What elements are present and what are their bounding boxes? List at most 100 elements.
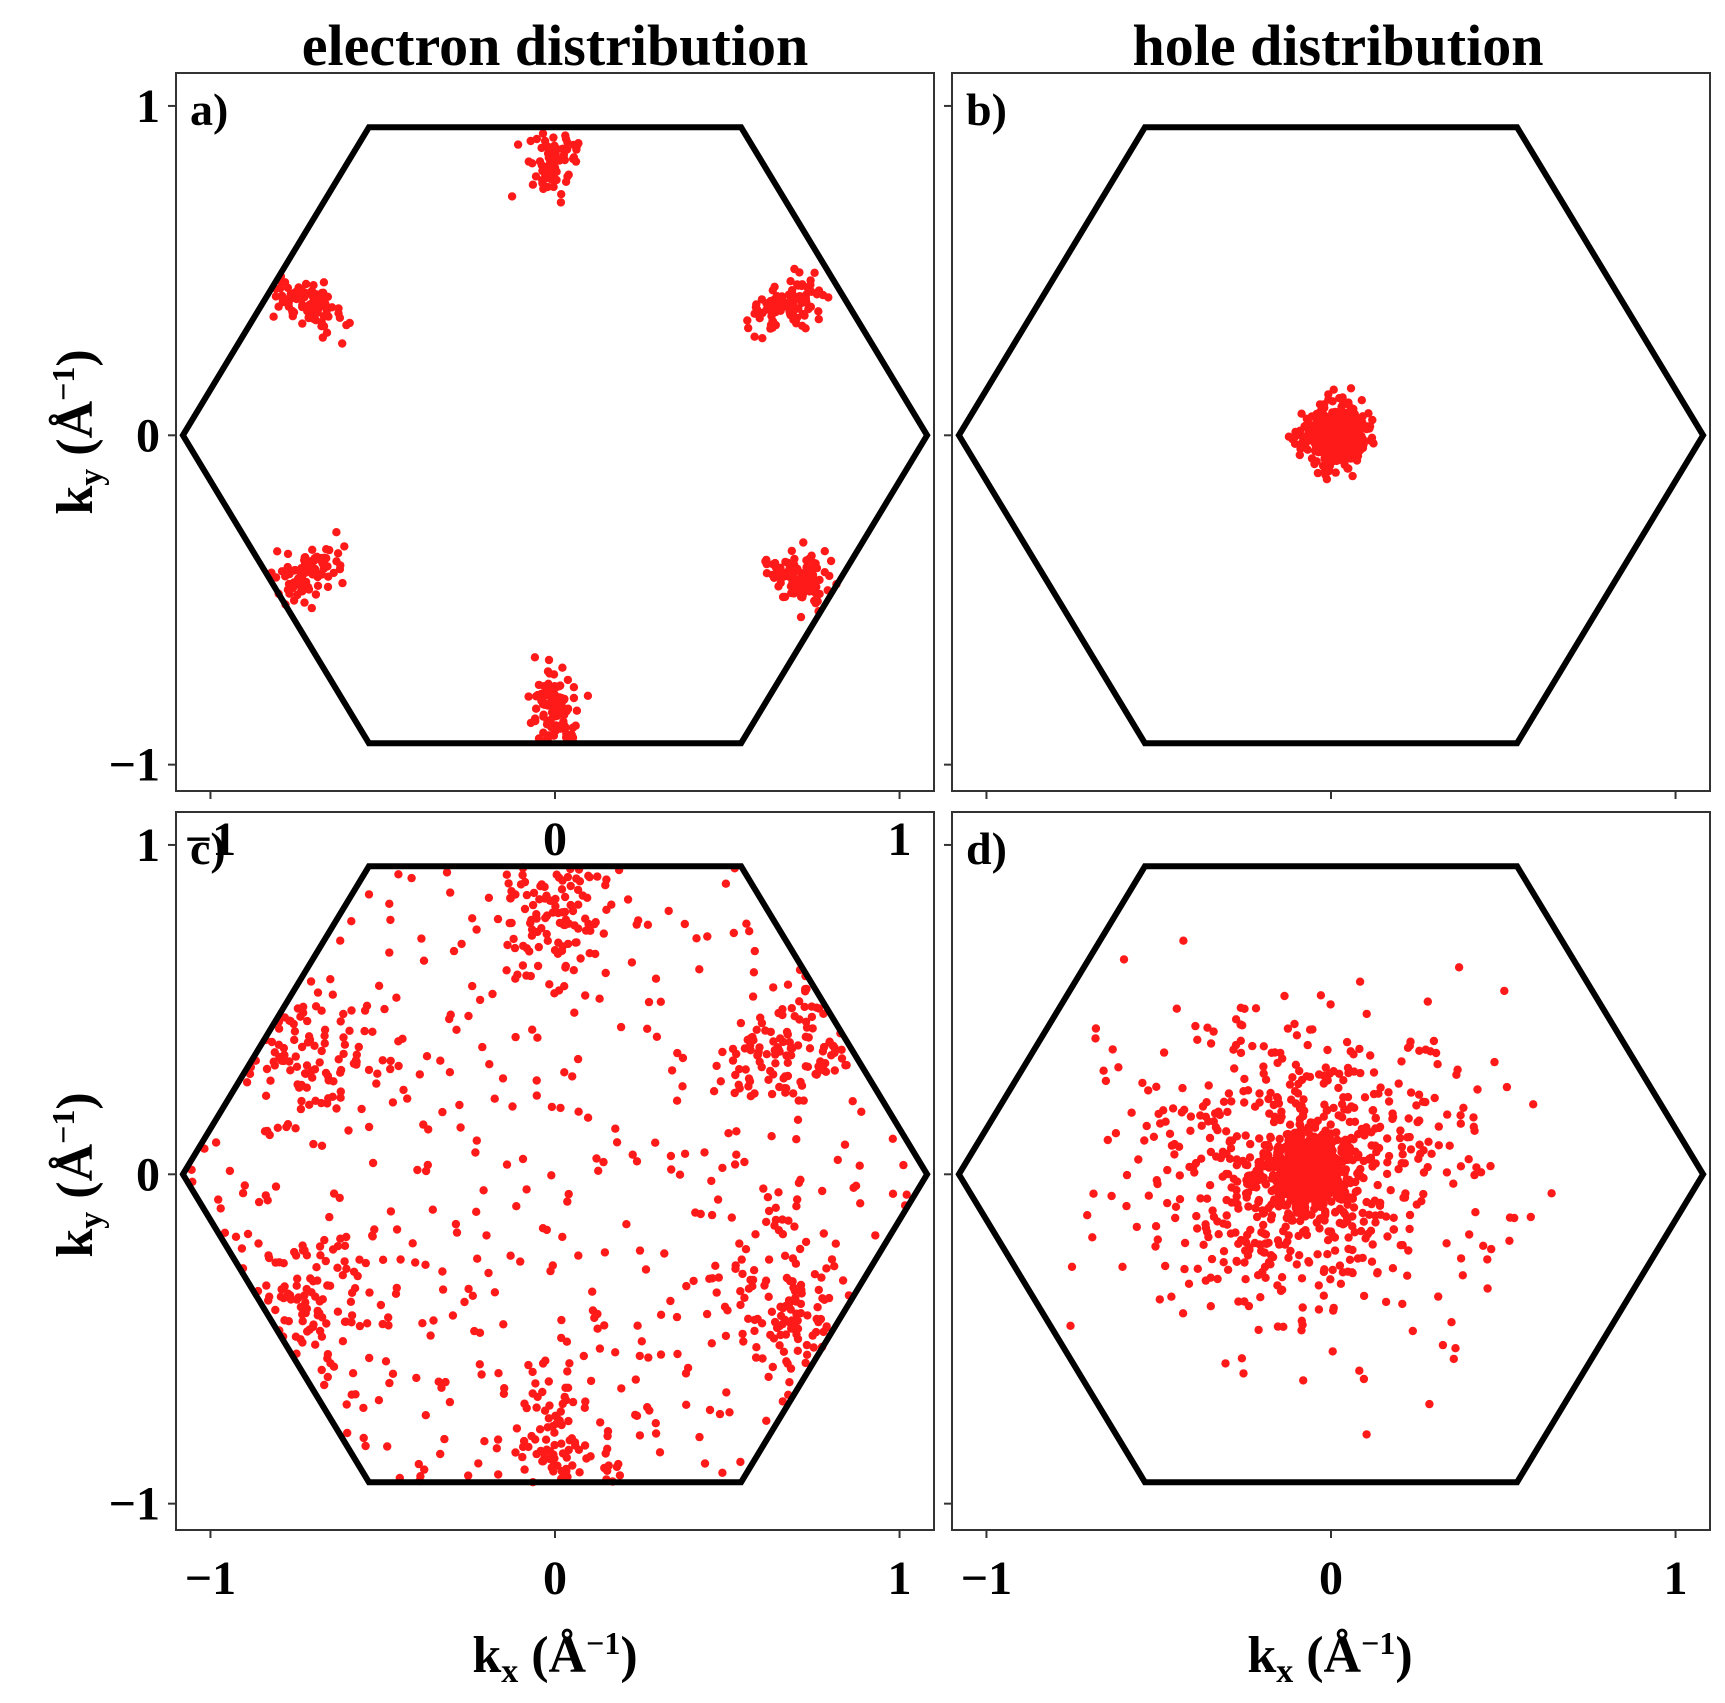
scatter-point [774,1188,783,1197]
scatter-point [280,1282,289,1291]
scatter-point [787,588,796,598]
scatter-point [274,1040,284,1050]
scatter-point [300,598,309,607]
scatter-point [534,680,544,690]
scatter-point [320,1025,330,1035]
scatter-point [1236,1048,1246,1058]
scatter-point [1142,1121,1151,1131]
scatter-point [633,1321,642,1330]
scatter-point [317,322,326,331]
scatter-point [548,1261,557,1270]
scatter-point [522,1403,531,1413]
scatter-point [1298,1227,1308,1237]
scatter-point [723,1306,732,1315]
scatter-point [856,1199,865,1208]
scatter-point [1398,1299,1407,1309]
scatter-point [308,291,317,301]
scatter-point [1386,1186,1395,1195]
scatter-point [1483,1284,1492,1293]
scatter-point [787,1316,797,1325]
panel-label: a) [190,84,228,135]
scatter-point [1299,1376,1308,1385]
scatter-point [1319,434,1329,443]
x-tick-label: −1 [961,1552,1012,1605]
scatter-point [1307,1210,1316,1220]
scatter-point [301,279,311,289]
scatter-point [1355,1366,1364,1375]
scatter-point [413,1165,422,1175]
scatter-point [388,1369,398,1379]
scatter-point [749,1266,759,1275]
scatter-point [550,1440,559,1450]
scatter-point [1295,1066,1304,1076]
scatter-point [1505,1236,1514,1246]
scatter-point [372,1079,381,1088]
scatter-point [534,942,543,952]
scatter-point [764,1206,774,1216]
scatter-point [323,1099,332,1108]
scatter-point [746,1092,755,1101]
scatter-point [1083,1211,1092,1220]
scatter-point [707,1176,716,1186]
scatter-point [1179,936,1188,945]
scatter-point [718,1468,727,1478]
scatter-point [1338,1113,1347,1122]
scatter-point [714,1273,723,1282]
scatter-point [360,1026,369,1036]
scatter-point [1240,1074,1249,1084]
scatter-point [1338,393,1347,402]
scatter-point [574,1251,583,1260]
scatter-point [317,1332,327,1341]
scatter-point [1405,1041,1415,1051]
scatter-point [838,1276,848,1285]
scatter-point [1323,428,1333,437]
scatter-point [1289,1152,1299,1161]
y-tick-label: 1 [136,819,160,872]
scatter-point [1356,1172,1366,1181]
scatter-point [1347,1268,1357,1277]
scatter-point [770,1317,780,1327]
scatter-point [1256,1159,1266,1168]
scatter-point [1343,1092,1353,1102]
scatter-point [1232,1155,1242,1164]
scatter-point [474,1459,483,1468]
scatter-point [802,556,811,565]
scatter-point [1159,1106,1168,1115]
scatter-point [527,1431,536,1441]
scatter-point [1397,1057,1406,1066]
scatter-point [479,1186,488,1195]
scatter-point [1215,1110,1225,1120]
scatter-point [1304,1161,1313,1170]
scatter-point [493,914,503,924]
scatter-point [1326,434,1336,444]
scatter-point [338,339,347,348]
scatter-point [790,1222,799,1231]
scatter-point [732,1150,741,1159]
scatter-point [344,1126,353,1135]
scatter-point [571,721,580,730]
scatter-point [741,1245,751,1254]
scatter-point [529,927,538,936]
scatter-point [683,1363,693,1373]
scatter-point [570,1008,579,1017]
scatter-point [817,1273,826,1282]
scatter-point [288,306,297,316]
scatter-point [1321,1063,1331,1072]
scatter-point [342,1400,351,1409]
scatter-point [1151,1222,1161,1231]
scatter-point [1159,1048,1169,1057]
scatter-point [385,1378,394,1388]
scatter-point [563,1367,572,1376]
scatter-point [792,313,802,323]
scatter-point [340,1257,349,1266]
scatter-point [1415,1046,1424,1056]
scatter-point [1344,1233,1353,1242]
scatter-point [1299,1095,1308,1104]
scatter-point [664,906,673,916]
scatter-point [291,1124,300,1133]
scatter-point [1337,402,1346,412]
scatter-point [755,314,764,323]
scatter-point [1088,1233,1097,1242]
scatter-point [1292,1260,1302,1269]
scatter-point [449,946,459,956]
